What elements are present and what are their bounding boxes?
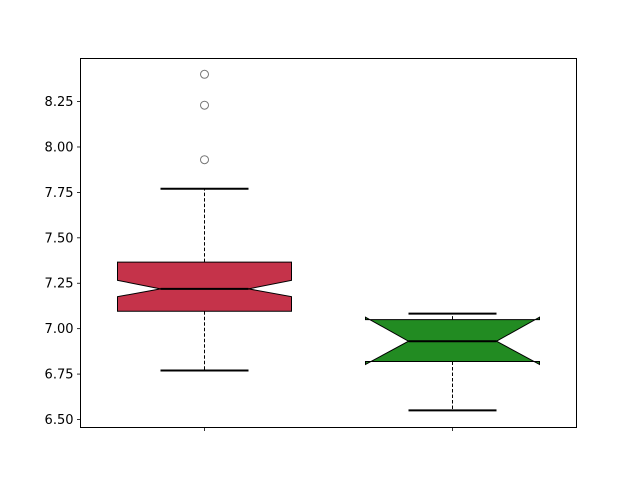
- y-tick-label: 6.50: [45, 413, 74, 428]
- plot-frame: [80, 58, 577, 428]
- outlier-point: [200, 155, 209, 165]
- y-tick-label: 8.25: [45, 95, 74, 110]
- y-tick-label: 7.50: [45, 231, 74, 246]
- y-tick-label: 7.25: [45, 277, 74, 292]
- y-tick-label: 7.00: [45, 322, 74, 337]
- box-2: [365, 312, 540, 412]
- axis-ticks: 6.50 6.75 7.00 7.25 7.50 7.75 8.00 8.25: [45, 95, 453, 431]
- y-tick-label: 6.75: [45, 368, 74, 383]
- y-tick-label: 8.00: [45, 140, 74, 155]
- box-1: [117, 69, 292, 372]
- box-body: [117, 261, 292, 312]
- outlier-point: [200, 100, 209, 110]
- y-tick-label: 7.75: [45, 186, 74, 201]
- boxes: [117, 69, 540, 412]
- outlier-point: [200, 69, 209, 79]
